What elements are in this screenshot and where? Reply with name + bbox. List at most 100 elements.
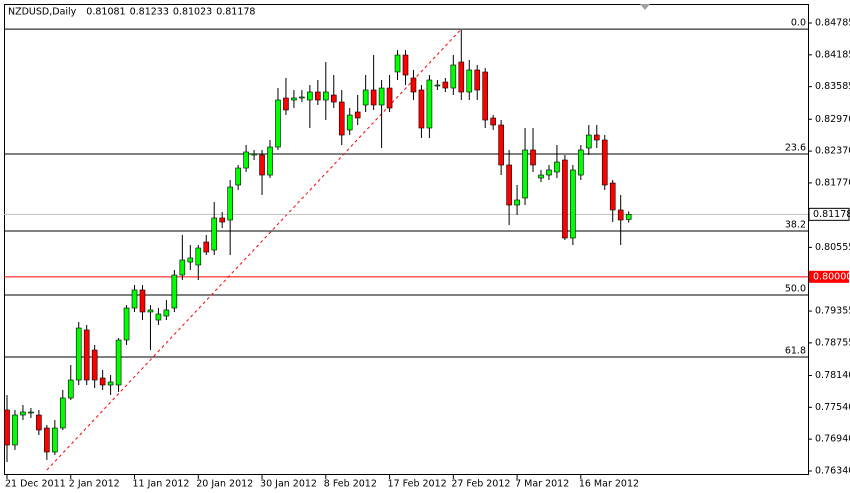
header-ohlc-value: 0.81081: [86, 7, 125, 18]
fibo-level-label: 38.2: [785, 219, 806, 230]
candle-body: [235, 167, 241, 186]
candle-body: [139, 289, 146, 313]
candle-body: [179, 259, 186, 276]
candle-body: [91, 349, 98, 381]
candle-body: [59, 397, 66, 429]
y-tick-label: 0.84785: [815, 17, 850, 28]
candle-body: [322, 91, 329, 101]
x-tick-label: 21 Dec 2011: [5, 479, 66, 490]
x-tick-label: 17 Feb 2012: [388, 479, 447, 490]
candle-body: [386, 87, 393, 109]
x-tick-label: 16 Mar 2012: [579, 479, 639, 490]
level-label-box: [809, 270, 849, 283]
candle-body: [123, 307, 130, 341]
candle-body: [283, 97, 289, 111]
candle-body: [586, 134, 592, 149]
candle-body: [299, 96, 305, 99]
candle-body: [458, 61, 465, 93]
y-tick-label: 0.79355: [815, 306, 850, 317]
header-ohlc-value: 0.81023: [173, 7, 212, 18]
candle-body: [546, 169, 552, 176]
candle-body: [578, 149, 584, 176]
candle-body: [538, 174, 544, 179]
candle-body: [601, 139, 608, 186]
candle-body: [330, 94, 337, 103]
candle-body: [147, 309, 154, 313]
candle-body: [163, 309, 170, 317]
candle-body: [251, 153, 257, 156]
plot-frame: [4, 4, 809, 475]
candle-body: [20, 411, 26, 416]
candle-body: [99, 377, 106, 386]
x-tick-label: 7 Mar 2012: [515, 479, 569, 490]
x-tick-label: 20 Jan 2012: [196, 479, 253, 490]
candle-body: [227, 186, 233, 221]
candle-body: [44, 427, 50, 453]
fibo-level-label: 0.0: [791, 18, 806, 29]
y-tick-label: 0.80555: [815, 242, 850, 253]
x-tick-label: 11 Jan 2012: [133, 479, 190, 490]
candle-body: [394, 54, 401, 73]
candle-body: [482, 71, 489, 121]
candle-body: [530, 149, 536, 166]
fibo-level-label: 50.0: [785, 283, 806, 294]
candle-body: [426, 79, 433, 129]
y-tick-label: 0.84185: [815, 49, 850, 60]
candle-body: [625, 214, 632, 220]
candle-body: [171, 274, 178, 309]
candle-body: [315, 91, 321, 101]
header: NZDUSD,Daily: [8, 7, 77, 18]
candle-body: [370, 89, 377, 106]
candle-body: [259, 154, 265, 176]
price-label: 0.81178: [813, 209, 850, 220]
candle-body: [131, 289, 138, 309]
chart-shift-marker: [640, 4, 650, 10]
candle-body: [490, 117, 496, 126]
candle-body: [28, 411, 34, 414]
candle-body: [107, 381, 114, 386]
header-ohlc-value: 0.81178: [216, 7, 255, 18]
candle-body: [346, 114, 353, 131]
candle-body: [67, 379, 74, 399]
candle-body: [410, 77, 417, 93]
x-tick-label: 30 Jan 2012: [260, 479, 317, 490]
candle-body: [506, 164, 512, 206]
candle-body: [52, 427, 58, 453]
chart-title: NZDUSD,Daily: [8, 7, 77, 18]
x-tick-label: 27 Feb 2012: [451, 479, 510, 490]
candle-body: [378, 87, 385, 106]
y-tick-label: 0.78755: [815, 337, 850, 348]
candle-body: [442, 81, 449, 89]
candle-body: [36, 414, 42, 431]
candle-body: [450, 64, 457, 89]
candle-body: [83, 329, 90, 381]
candle-body: [115, 339, 122, 386]
candle-body: [12, 414, 18, 446]
price-label-box: [808, 207, 850, 221]
candle-body: [307, 91, 313, 101]
candle-body: [617, 209, 624, 221]
candle-body: [211, 217, 218, 251]
candle-body: [155, 313, 162, 321]
fibo-level-label: 61.8: [785, 345, 806, 356]
fibo-level-label: 23.6: [785, 142, 806, 153]
y-tick-label: 0.83585: [815, 81, 850, 92]
x-tick-label: 8 Feb 2012: [324, 479, 377, 490]
candle-body: [338, 101, 345, 136]
candle-body: [187, 257, 194, 263]
candle-body: [434, 84, 441, 87]
candle-body: [267, 146, 273, 176]
x-tick-label: 2 Jan 2012: [69, 479, 120, 490]
candle-body: [593, 134, 600, 141]
candle-body: [466, 69, 473, 93]
candle-body: [219, 217, 225, 223]
candle-body: [418, 89, 425, 129]
